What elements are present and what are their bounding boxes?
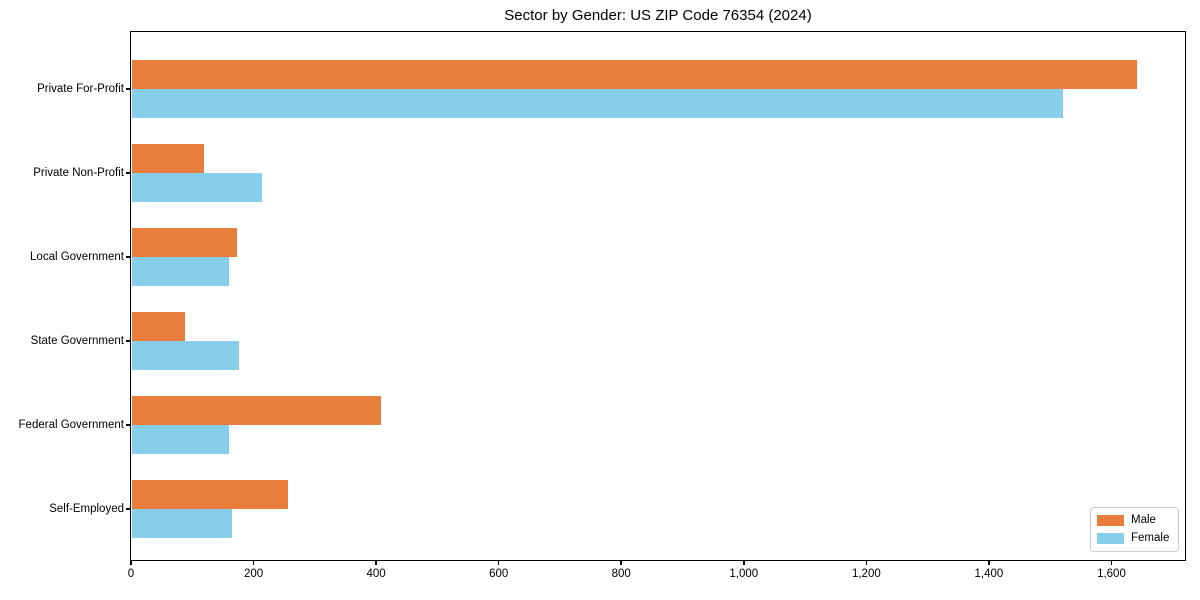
x-tick [743, 560, 745, 565]
bar-male-5 [132, 396, 382, 425]
y-tick-label: Private Non-Profit [33, 167, 124, 179]
x-tick [497, 560, 500, 565]
x-tick [375, 560, 377, 565]
bar-male-3 [132, 228, 237, 257]
y-tick-label: State Government [30, 335, 124, 347]
y-tick [126, 424, 131, 426]
female-color-swatch [1097, 533, 1124, 545]
bar-female-4 [132, 341, 240, 370]
chart-title: Sector by Gender: US ZIP Code 76354 (202… [504, 7, 812, 24]
legend-item-male: Male [1097, 514, 1172, 527]
bar-female-5 [132, 425, 229, 454]
legend-item-female: Female [1097, 532, 1172, 545]
bar-female-6 [132, 509, 232, 538]
x-tick [865, 560, 868, 565]
x-tick-label: 400 [366, 568, 386, 580]
y-tick [126, 340, 131, 342]
bar-male-1 [132, 60, 1137, 89]
x-tick-label: 1,600 [1097, 568, 1126, 580]
x-tick [620, 560, 622, 565]
bar-female-2 [132, 173, 262, 202]
y-tick [126, 88, 131, 90]
y-tick [126, 508, 131, 510]
y-tick-label: Local Government [30, 251, 124, 263]
x-tick-label: 600 [489, 568, 509, 580]
x-tick-label: 200 [243, 568, 264, 580]
y-tick [126, 256, 131, 258]
legend-label-female: Female [1131, 532, 1170, 545]
bar-male-2 [132, 144, 205, 173]
y-tick-label: Private For-Profit [37, 83, 124, 95]
y-tick-label: Federal Government [18, 419, 124, 431]
x-tick-label: 1,400 [974, 568, 1004, 580]
male-color-swatch [1097, 514, 1124, 526]
bar-male-6 [132, 480, 289, 509]
x-tick [252, 560, 255, 565]
bar-female-1 [132, 89, 1064, 118]
x-tick-label: 1,000 [729, 568, 759, 580]
x-tick [1110, 560, 1113, 565]
y-tick [126, 172, 131, 174]
bar-male-4 [132, 312, 186, 341]
x-tick-label: 800 [611, 568, 631, 580]
y-tick-label: Self-Employed [49, 503, 124, 515]
x-tick-label: 0 [127, 568, 135, 580]
bar-female-3 [132, 257, 229, 286]
legend: Male Female [1090, 507, 1179, 552]
x-tick [988, 560, 990, 565]
legend-label-male: Male [1131, 513, 1156, 526]
x-tick-label: 1,200 [851, 568, 881, 580]
x-tick [130, 560, 132, 565]
